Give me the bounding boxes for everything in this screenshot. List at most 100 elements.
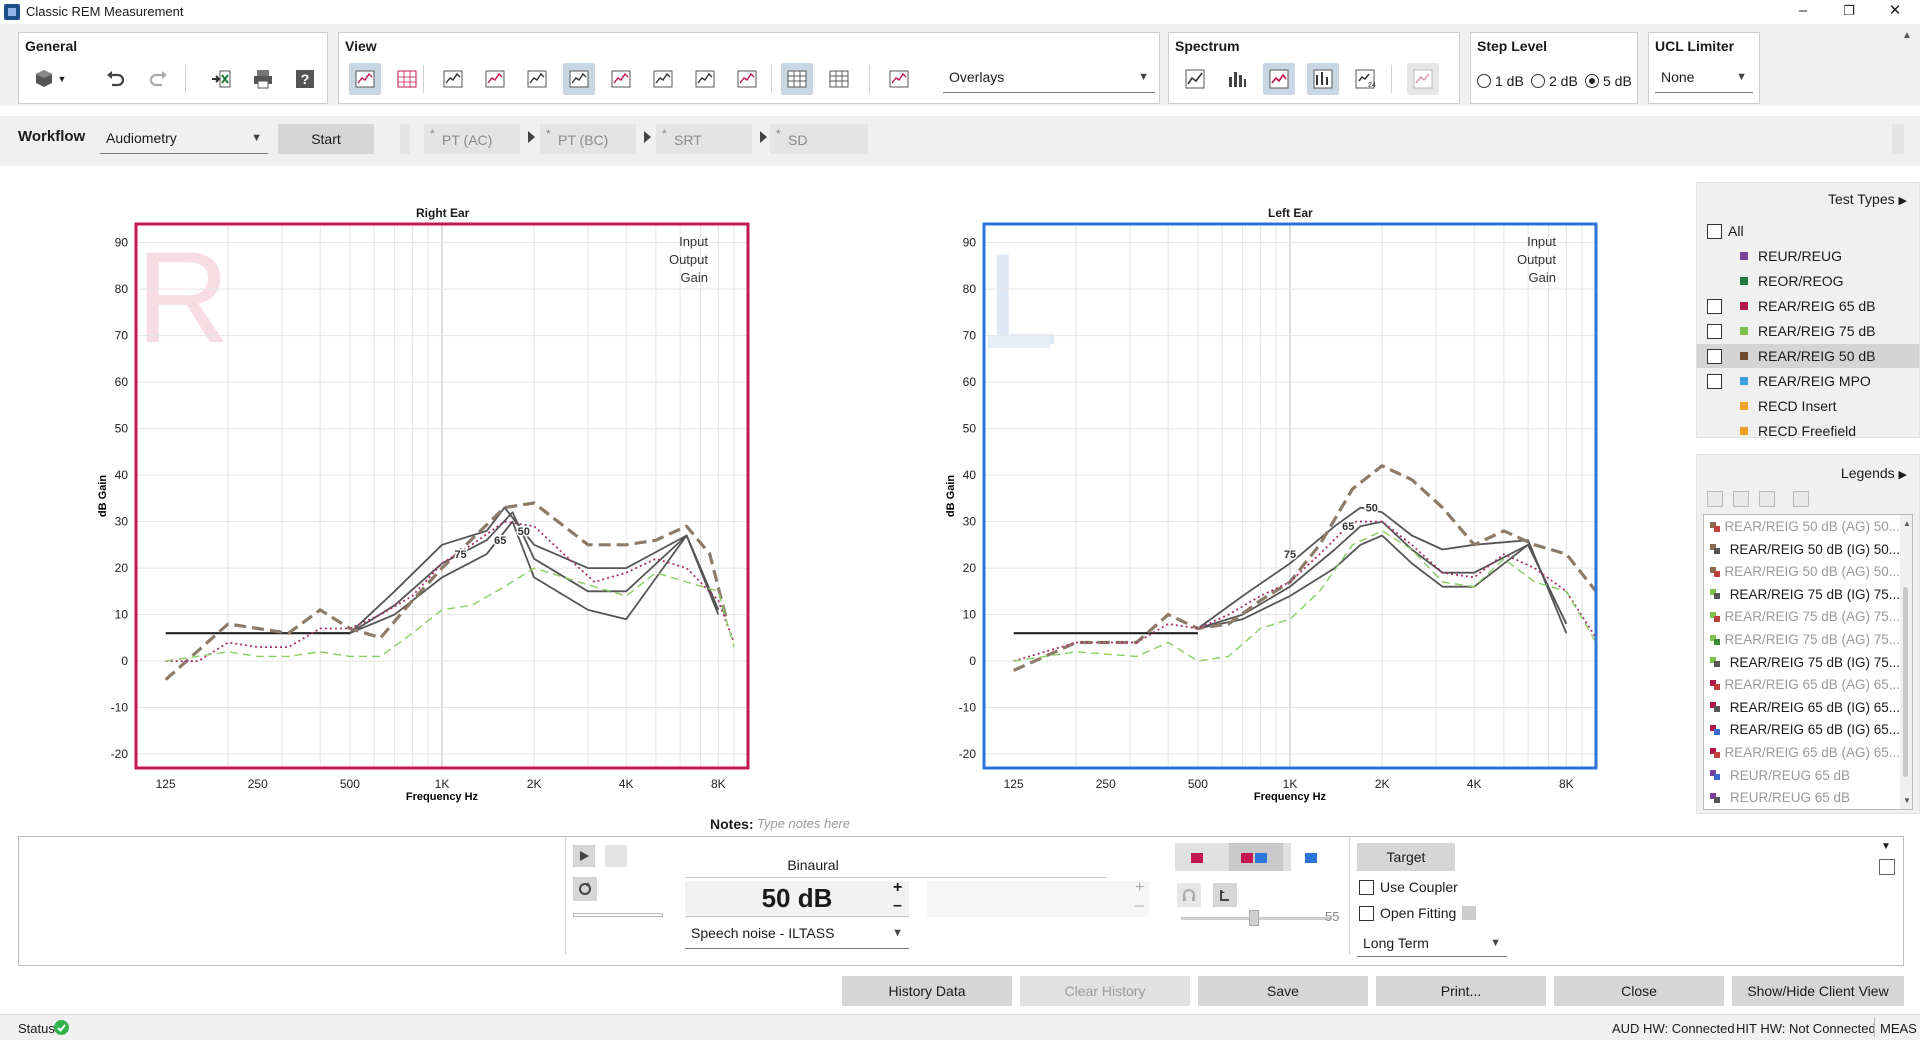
- legend-item[interactable]: REAR/REIG 50 dB (AG) 50...: [1704, 515, 1900, 538]
- test-type-row[interactable]: REAR/REIG 75 dB: [1697, 319, 1919, 343]
- legend-item[interactable]: REAR/REIG 65 dB (AG) 65...: [1704, 741, 1900, 764]
- spectrum-ear-icon[interactable]: [1179, 63, 1211, 95]
- history-data-button[interactable]: History Data: [842, 976, 1012, 1006]
- start-button[interactable]: Start: [278, 124, 374, 154]
- maximize-button[interactable]: ❐: [1843, 3, 1855, 18]
- legend-list[interactable]: REAR/REIG 50 dB (AG) 50... REAR/REIG 50 d…: [1703, 514, 1913, 810]
- test-type-row[interactable]: RECD Insert: [1697, 394, 1919, 418]
- help-icon[interactable]: ?: [289, 63, 321, 95]
- spectrum-curve-icon[interactable]: [1263, 63, 1295, 95]
- loop-icon[interactable]: [573, 877, 597, 901]
- panel-menu-icon[interactable]: ▼: [1881, 841, 1891, 852]
- legend-item[interactable]: REAR/REIG 75 dB (IG) 75...: [1704, 583, 1900, 606]
- left-ear-chart[interactable]: L 90 80 70 60 50 40 30 20 10 0 -10 -20 125 250 500 1K 2K 4…: [938, 218, 1618, 808]
- workflow-step-sd[interactable]: * SD: [770, 124, 868, 154]
- view-gridlines-icon[interactable]: [781, 63, 813, 95]
- test-type-checkbox[interactable]: [1707, 223, 1722, 239]
- stop-icon[interactable]: [605, 845, 627, 867]
- view-table-icon[interactable]: [521, 63, 553, 95]
- legend-link-icon[interactable]: [1759, 491, 1775, 507]
- scroll-thumb[interactable]: [1903, 587, 1908, 777]
- spectrum-24-icon[interactable]: 24: [1349, 63, 1381, 95]
- legend-item[interactable]: REAR/REIG 50 dB (AG) 50...: [1704, 560, 1900, 583]
- ucl-limiter-select[interactable]: None ▼: [1655, 63, 1753, 93]
- legend-item[interactable]: REAR/REIG 65 dB (IG) 65...: [1704, 718, 1900, 741]
- export-excel-icon[interactable]: [205, 63, 237, 95]
- signal-select[interactable]: Speech noise - ILTASS ▼: [685, 919, 909, 949]
- view-curve-icon[interactable]: [689, 63, 721, 95]
- view-io-icon[interactable]: [437, 63, 469, 95]
- legend-paste-icon[interactable]: [1733, 491, 1749, 507]
- view-step2-icon[interactable]: [647, 63, 679, 95]
- view-chart-settings-icon[interactable]: [883, 63, 915, 95]
- step-1db-radio[interactable]: 1 dB: [1477, 73, 1524, 89]
- legend-item[interactable]: REUR/REUG 65 dB: [1704, 786, 1900, 809]
- detach-panel-icon[interactable]: [1879, 859, 1895, 875]
- test-type-checkbox[interactable]: [1707, 323, 1722, 339]
- overlay-select[interactable]: Overlays ▼: [943, 63, 1155, 93]
- legend-copy-icon[interactable]: [1707, 491, 1723, 507]
- package-icon[interactable]: ▼: [29, 63, 69, 95]
- test-type-row[interactable]: REAR/REIG MPO: [1697, 369, 1919, 393]
- binaural-ear-button[interactable]: [1229, 843, 1283, 871]
- test-type-row[interactable]: REUR/REUG: [1697, 244, 1919, 268]
- view-overlay-icon[interactable]: [563, 63, 595, 95]
- use-coupler-checkbox[interactable]: Use Coupler: [1359, 879, 1458, 895]
- slider-thumb[interactable]: [1249, 910, 1259, 926]
- open-fitting-settings-icon[interactable]: [1462, 906, 1477, 920]
- averaging-select[interactable]: Long Term ▼: [1357, 929, 1507, 957]
- second-plus-button[interactable]: +: [1135, 879, 1145, 896]
- workflow-step-pt-ac[interactable]: * PT (AC): [424, 124, 520, 154]
- view-split-icon[interactable]: [349, 63, 381, 95]
- legend-item[interactable]: REAR/REIG 65 dB (AG) 65...: [1704, 673, 1900, 696]
- scroll-up-icon[interactable]: ▲: [1903, 519, 1911, 528]
- notes-input[interactable]: Type notes here: [757, 816, 850, 831]
- view-table2-icon[interactable]: [823, 63, 855, 95]
- view-spectrum-icon[interactable]: [731, 63, 763, 95]
- collapse-ribbon-icon[interactable]: ▲: [1902, 30, 1912, 41]
- spectrum-disabled-icon[interactable]: [1407, 63, 1439, 95]
- headphone-icon[interactable]: [1177, 883, 1201, 907]
- test-type-row[interactable]: RECD Freefield: [1697, 419, 1919, 443]
- legend-item[interactable]: REAR/REIG 75 dB (AG) 75...: [1704, 628, 1900, 651]
- left-ear-button[interactable]: [1305, 853, 1317, 863]
- second-minus-button[interactable]: –: [1135, 897, 1144, 914]
- close-button[interactable]: Close: [1554, 976, 1724, 1006]
- minimize-button[interactable]: –: [1798, 2, 1808, 19]
- step-5db-radio[interactable]: 5 dB: [1585, 73, 1632, 89]
- workflow-scroll-handle[interactable]: [1892, 124, 1904, 154]
- test-type-row[interactable]: REOR/REOG: [1697, 269, 1919, 293]
- clear-history-button[interactable]: Clear History: [1020, 976, 1190, 1006]
- save-button[interactable]: Save: [1198, 976, 1368, 1006]
- legend-item[interactable]: REAR/REIG 75 dB (IG) 75...: [1704, 651, 1900, 674]
- close-window-button[interactable]: ✕: [1888, 2, 1902, 19]
- level-minus-button[interactable]: –: [893, 897, 902, 914]
- right-ear-chart[interactable]: R 90 80 70 60 50 40 30 20 10 0 -10 -20 125 250 500 1K 2K 4…: [90, 218, 770, 808]
- legend-scrollbar[interactable]: ▲ ▼: [1900, 515, 1912, 809]
- undo-icon[interactable]: [99, 63, 131, 95]
- workflow-step-pt-bc[interactable]: * PT (BC): [540, 124, 636, 154]
- legend-item[interactable]: REAR/REIG 50 dB (IG) 50...: [1704, 538, 1900, 561]
- legend-item[interactable]: REUR/REUG 65 dB: [1704, 764, 1900, 787]
- play-icon[interactable]: [573, 845, 595, 867]
- view-grid-red-icon[interactable]: [391, 63, 423, 95]
- client-view-button[interactable]: Show/Hide Client View: [1732, 976, 1904, 1006]
- test-type-row[interactable]: REAR/REIG 50 dB: [1697, 344, 1919, 368]
- workflow-step-srt[interactable]: * SRT: [656, 124, 752, 154]
- level-slider[interactable]: [1181, 910, 1331, 926]
- test-types-header[interactable]: Test Types ▶: [1828, 191, 1907, 207]
- open-fitting-checkbox[interactable]: Open Fitting: [1359, 905, 1477, 921]
- print-icon[interactable]: [247, 63, 279, 95]
- right-ear-button[interactable]: [1191, 853, 1203, 863]
- test-type-row[interactable]: All: [1697, 219, 1919, 243]
- legend-item[interactable]: REAR/REIG 75 dB (AG) 75...: [1704, 605, 1900, 628]
- spectrum-bars-icon[interactable]: [1221, 63, 1253, 95]
- legend-item[interactable]: REAR/REIG 65 dB (IG) 65...: [1704, 696, 1900, 719]
- view-steps-icon[interactable]: [605, 63, 637, 95]
- legends-header[interactable]: Legends ▶: [1841, 465, 1907, 481]
- test-type-checkbox[interactable]: [1707, 298, 1722, 314]
- step-2db-radio[interactable]: 2 dB: [1531, 73, 1578, 89]
- scroll-down-icon[interactable]: ▼: [1903, 796, 1911, 805]
- print-button[interactable]: Print...: [1376, 976, 1546, 1006]
- redo-icon[interactable]: [143, 63, 175, 95]
